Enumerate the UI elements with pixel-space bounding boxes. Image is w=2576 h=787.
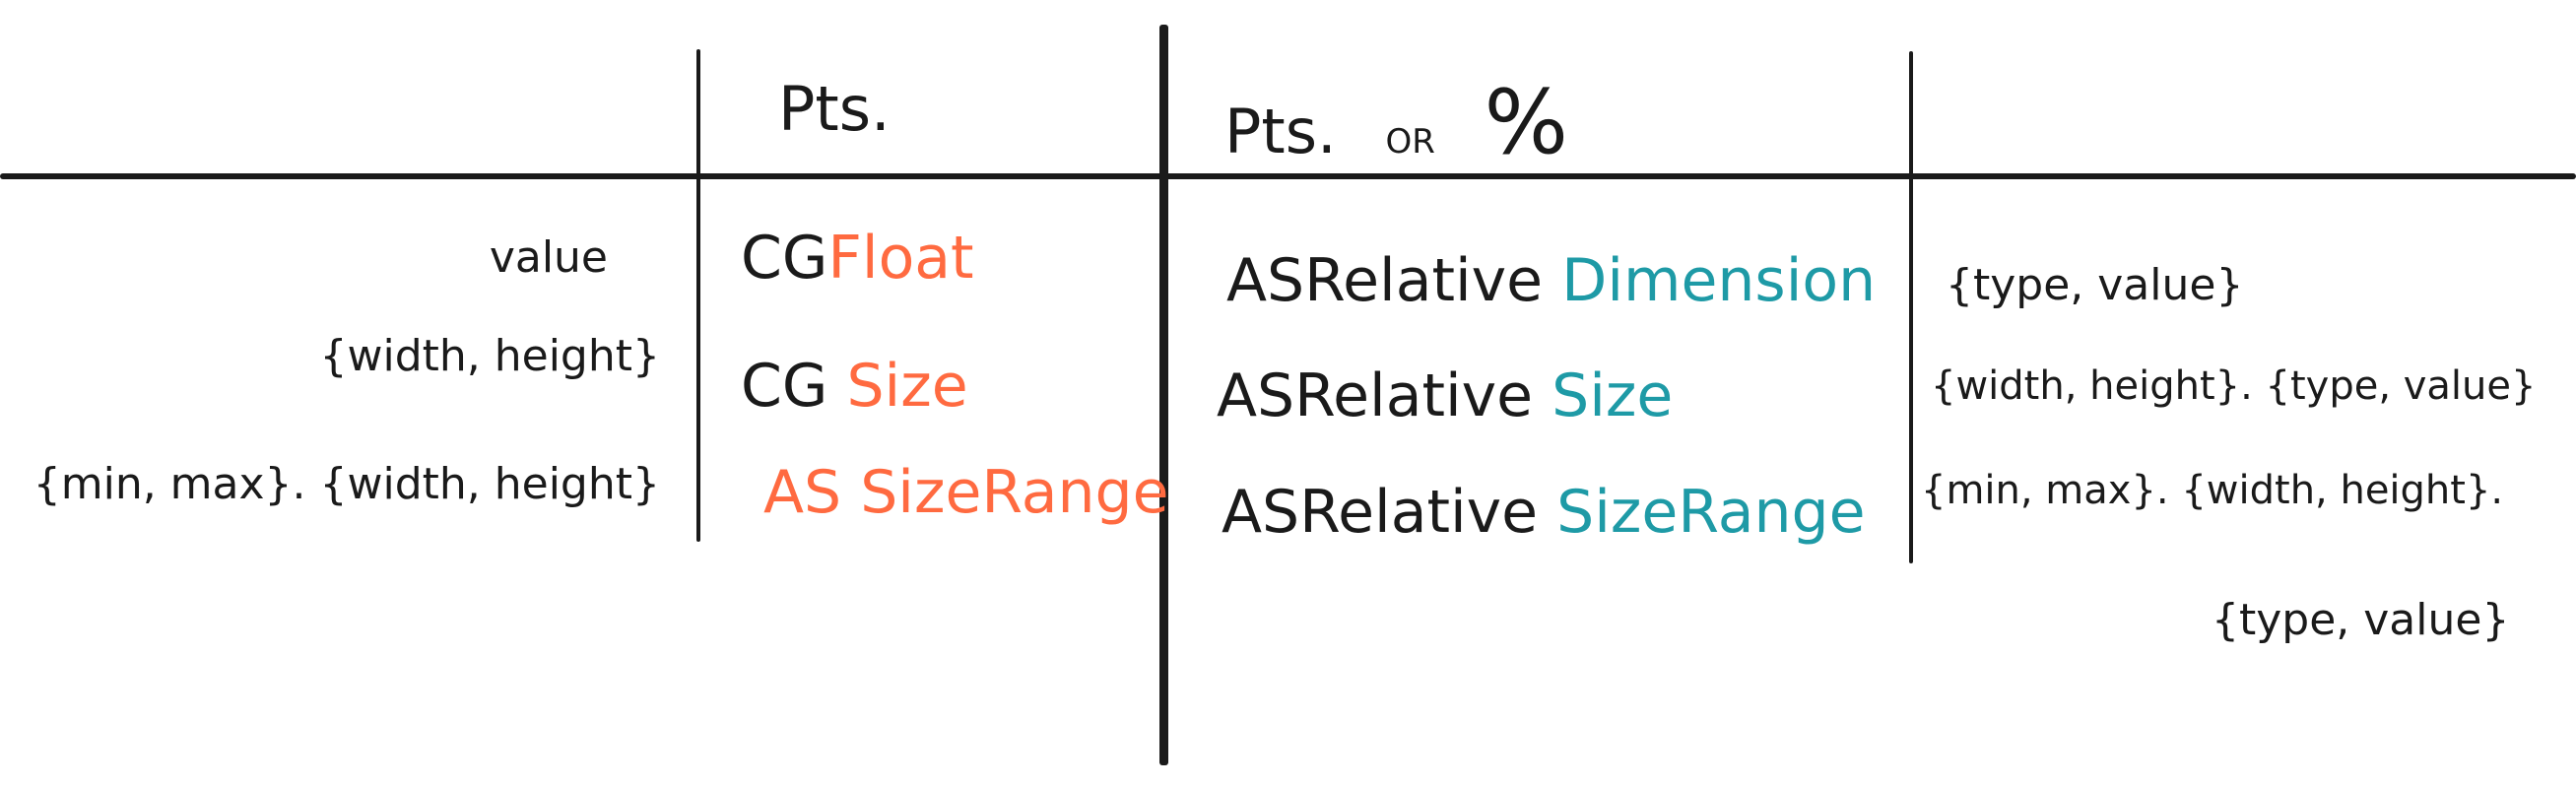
header-pts-label: Pts.	[1224, 96, 1337, 167]
column-divider-3	[1909, 51, 1913, 563]
cgfloat-type: CGFloat	[741, 229, 974, 288]
asrelativesize-type: ASRelative Size	[1217, 366, 1673, 426]
cg-prefix: CG	[741, 224, 828, 293]
asrelative-prefix: ASRelative	[1226, 246, 1544, 315]
column-divider-1	[696, 49, 700, 542]
asrelative-prefix: ASRelative	[1217, 361, 1534, 430]
assizerange-type: AS SizeRange	[763, 458, 1169, 527]
structure-width-height: {width, height}	[319, 331, 661, 381]
structure-min-max-width-height: {min, max}. {width, height}	[33, 459, 660, 509]
cg-prefix: CG	[741, 352, 828, 421]
size-label: Size	[846, 352, 968, 421]
header-percent-label: %	[1484, 71, 1569, 174]
asrelativedimension-type: ASRelative Dimension	[1226, 251, 1876, 310]
rel-structure-min-max: {min, max}. {width, height}.	[1921, 468, 2504, 513]
size-label: Size	[1552, 361, 1674, 430]
dimension-label: Dimension	[1561, 246, 1877, 315]
rel-structure-type-value-2: {type, value}	[2212, 595, 2510, 645]
asrelative-prefix: ASRelative	[1222, 478, 1539, 547]
header-pts-or-percent: Pts. OR %	[1224, 79, 1568, 167]
rel-structure-type-value: {type, value}	[1946, 260, 2244, 310]
cgsize-type: CG Size	[741, 357, 968, 416]
header-pts: Pts.	[778, 73, 891, 145]
sizerange-label: SizeRange	[1556, 478, 1866, 547]
structure-value: value	[489, 232, 608, 283]
asrelativesizerange-type: ASRelative SizeRange	[1222, 483, 1866, 542]
header-divider	[0, 173, 2576, 179]
rel-structure-width-height: {width, height}. {type, value}	[1931, 363, 2537, 409]
column-divider-2	[1159, 25, 1168, 765]
header-or-label: OR	[1385, 122, 1435, 162]
float-label: Float	[827, 224, 974, 293]
